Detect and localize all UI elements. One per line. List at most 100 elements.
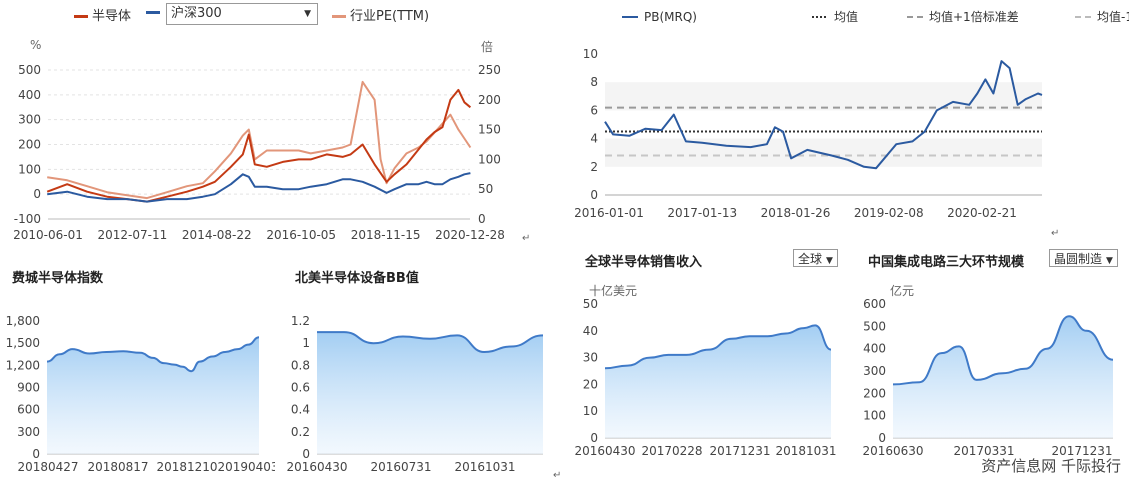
chevron-down-icon: ▼ bbox=[1106, 256, 1113, 266]
area-line bbox=[604, 324, 832, 370]
area-line bbox=[892, 315, 1114, 386]
y-tick-label: 6 bbox=[590, 103, 598, 117]
y-tick-label: 200 bbox=[18, 138, 41, 152]
sales-title: 全球半导体销售收入 bbox=[585, 255, 703, 270]
y-tick-label: 1,200 bbox=[6, 358, 40, 372]
y-tick-label: 4 bbox=[590, 132, 598, 146]
x-tick-label: 2012-07-11 bbox=[98, 228, 168, 242]
x-tick-label: 20160430 bbox=[574, 444, 635, 458]
legend-label: 均值+1倍标准差 bbox=[929, 9, 1019, 24]
y-tick-label: 300 bbox=[17, 425, 40, 439]
x-tick-label: 20181031 bbox=[775, 444, 836, 458]
sox-chart: 0 300 600 900 1,200 1,500 1,800 20180427 2018081… bbox=[6, 314, 275, 474]
bb-panel: 北美半导体设备BB值 0 0.2 0.4 0.6 0.8 1 1.2 20160430 2016… bbox=[275, 255, 550, 480]
series-line-0 bbox=[46, 88, 472, 203]
semi-panel: 半导体 沪深300 ▼ 行业PE(TTM) % 倍 -100 0 100 200 300… bbox=[0, 0, 540, 250]
ic-unit: 亿元 bbox=[890, 284, 915, 298]
y-tick-label: 50 bbox=[583, 297, 598, 311]
area-fill bbox=[47, 337, 259, 454]
legend-label: 均值-1倍标准差 bbox=[1097, 9, 1129, 24]
area-line bbox=[317, 331, 544, 354]
x-tick-label: 20190403 bbox=[217, 460, 275, 474]
sales-chart: 0 10 20 30 40 50 20160430 20170228 20171231 20181… bbox=[574, 297, 836, 458]
y-tick-label: 30 bbox=[583, 351, 598, 365]
chevron-down-icon: ▼ bbox=[304, 9, 311, 19]
index-select-value: 沪深300 bbox=[171, 6, 222, 21]
series-line-1 bbox=[47, 172, 471, 203]
y-tick-label: 1,800 bbox=[6, 314, 40, 328]
return-mark: ↵ bbox=[522, 233, 531, 244]
y-tick-label: 1.2 bbox=[291, 314, 310, 328]
y2-tick-label: 250 bbox=[478, 63, 501, 77]
series-line-2 bbox=[47, 80, 472, 200]
sales-unit: 十亿美元 bbox=[589, 284, 638, 298]
y-tick-label: 100 bbox=[18, 162, 41, 176]
bb-chart: 0 0.2 0.4 0.6 0.8 1 1.2 20160430 20160731 2016103… bbox=[286, 314, 544, 474]
return-mark: ↵ bbox=[1051, 228, 1060, 239]
y-tick-label: 0.2 bbox=[291, 425, 310, 439]
ic-panel: 中国集成电路三大环节规模 晶圆制造 ▼ 亿元 0 100 200 300 400 500 60… bbox=[850, 240, 1129, 480]
x-tick-label: 2016-01-01 bbox=[574, 206, 644, 220]
legend-swatch-csi300 bbox=[146, 11, 160, 14]
y2-tick-label: 200 bbox=[478, 93, 501, 107]
y-tick-label: 900 bbox=[17, 381, 40, 395]
y2-tick-label: 150 bbox=[478, 123, 501, 137]
segment-select[interactable]: 晶圆制造 ▼ bbox=[1049, 249, 1118, 267]
chevron-down-icon: ▼ bbox=[826, 256, 833, 266]
pb-series-line bbox=[604, 60, 1043, 170]
x-tick-label: 20160630 bbox=[862, 444, 923, 458]
y-tick-label: 1,500 bbox=[6, 336, 40, 350]
ic-title: 中国集成电路三大环节规模 bbox=[868, 255, 1025, 270]
region-select[interactable]: 全球 ▼ bbox=[793, 249, 838, 267]
x-tick-label: 2020-12-28 bbox=[435, 228, 505, 242]
y2-tick-label: 50 bbox=[478, 182, 493, 196]
y-tick-label: 2 bbox=[590, 160, 598, 174]
legend-label-pe: 行业PE(TTM) bbox=[350, 9, 430, 24]
y-tick-label: 40 bbox=[583, 324, 598, 338]
y-tick-label: 20 bbox=[583, 377, 598, 391]
x-tick-label: 20170331 bbox=[953, 444, 1014, 458]
area-fill bbox=[893, 316, 1113, 438]
y-tick-label: 0 bbox=[878, 431, 886, 445]
legend-csi300[interactable] bbox=[146, 5, 164, 20]
y-tick-label: 0.8 bbox=[291, 358, 310, 372]
right-axis-unit: 倍 bbox=[481, 40, 494, 54]
y-tick-label: -100 bbox=[14, 212, 41, 226]
legend-swatch-pe bbox=[332, 15, 346, 18]
x-tick-label: 20180817 bbox=[87, 460, 148, 474]
legend-swatch-semi bbox=[74, 15, 88, 18]
y-tick-label: 0.6 bbox=[291, 381, 310, 395]
index-select[interactable]: 沪深300 ▼ bbox=[166, 3, 318, 25]
y2-tick-label: 0 bbox=[478, 212, 486, 226]
y-tick-label: 600 bbox=[863, 297, 886, 311]
sox-panel: 费城半导体指数 0 300 600 900 1,200 1,500 1,800 2018042… bbox=[0, 255, 275, 480]
area-fill bbox=[605, 325, 831, 438]
legend-semi[interactable]: 半导体 bbox=[74, 5, 131, 24]
y-tick-label: 10 bbox=[583, 404, 598, 418]
legend-pe[interactable]: 行业PE(TTM) bbox=[332, 5, 429, 24]
sales-panel: 全球半导体销售收入 全球 ▼ 十亿美元 0 10 20 30 40 50 20160430 20… bbox=[565, 240, 850, 480]
legend-label: 均值 bbox=[834, 9, 858, 24]
x-tick-label: 20171231 bbox=[1051, 444, 1112, 458]
semi-chart: -100 0 100 200 300 400 500 0 50 100 150 200 250 2010-… bbox=[13, 63, 505, 242]
y-tick-label: 1 bbox=[302, 336, 310, 350]
x-tick-label: 20171231 bbox=[709, 444, 770, 458]
area-line bbox=[46, 336, 260, 373]
region-select-value: 全球 bbox=[798, 252, 823, 266]
bb-title: 北美半导体设备BB值 bbox=[295, 271, 419, 286]
x-tick-label: 20160731 bbox=[370, 460, 431, 474]
y-tick-label: 100 bbox=[863, 409, 886, 423]
y-tick-label: 10 bbox=[583, 47, 598, 61]
x-tick-label: 2020-02-21 bbox=[947, 206, 1017, 220]
y-tick-label: 300 bbox=[863, 364, 886, 378]
y-tick-label: 0 bbox=[32, 447, 40, 461]
x-tick-label: 2010-06-01 bbox=[13, 228, 83, 242]
y-tick-label: 500 bbox=[18, 63, 41, 77]
x-tick-label: 2016-10-05 bbox=[266, 228, 336, 242]
left-axis-unit: % bbox=[30, 38, 42, 52]
y-tick-label: 0 bbox=[590, 431, 598, 445]
x-tick-label: 20180427 bbox=[17, 460, 78, 474]
ic-chart: 0 100 200 300 400 500 600 20160630 20170331 20171… bbox=[862, 297, 1114, 458]
y-tick-label: 500 bbox=[863, 319, 886, 333]
x-tick-label: 2014-08-22 bbox=[182, 228, 252, 242]
